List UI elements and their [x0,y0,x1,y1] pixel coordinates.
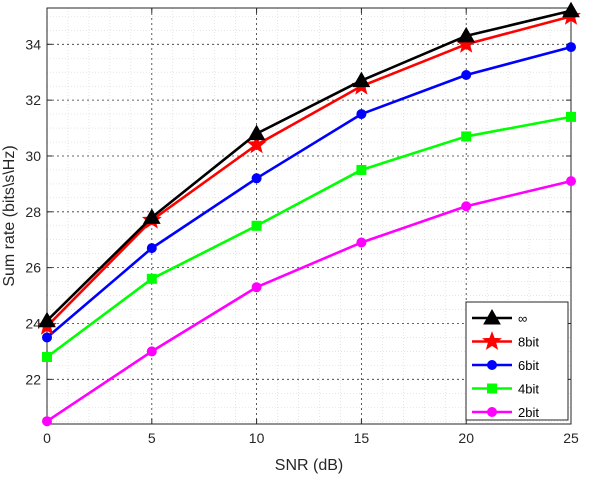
x-tick-label: 0 [43,430,51,446]
legend-item: 2bit [472,405,539,420]
series-4-line [46,115,572,359]
legend-label: 8bit [518,335,539,350]
series-3-point [566,42,576,53]
x-axis-label: SNR (dB) [275,457,343,474]
legend-marker [487,360,497,370]
x-tick-label: 25 [563,430,579,446]
legend-item: 8bit [472,331,539,350]
plot-frame [46,7,572,425]
y-tick-label: 30 [25,148,41,164]
series-5-point [461,201,472,212]
series-1-line [46,9,572,322]
y-tick-label: 26 [25,260,41,276]
series-5-point [42,416,52,427]
legend-box [465,301,569,421]
legend-item: 6bit [472,358,539,373]
legend-marker [482,331,502,350]
legend-item: 4bit [472,382,539,397]
series-3-point [461,70,472,81]
x-tick-label: 5 [148,430,156,446]
series-4-point [146,273,157,284]
y-tick-label: 22 [25,371,41,387]
legend-item: ∞ [472,308,527,326]
series-3-point [146,243,157,254]
series-3-point [42,332,52,343]
legend-label: 6bit [518,358,539,373]
series-4-point [566,111,576,122]
series-3-point [356,109,367,120]
y-tick-label: 24 [25,315,41,331]
legend-label: ∞ [518,311,527,326]
series-4 [42,111,576,362]
y-tick-label: 32 [25,92,41,108]
series-3 [42,42,576,343]
x-tick-label: 10 [249,430,265,446]
series-5-point [251,282,262,293]
series-1-point [38,311,56,328]
legend-label: 2bit [518,405,539,420]
series-1-point [562,1,580,18]
series-1-point [142,208,161,224]
legend: ∞ 8bit 6bit 4bit 2bit [465,301,569,421]
series-2 [37,5,581,335]
series-1-point [247,124,266,141]
grid-layer [46,8,572,424]
series-5-line [46,179,572,423]
legend-marker [487,383,497,394]
series-1 [38,1,580,328]
series-4-point [42,351,52,362]
series-1-point [352,71,371,88]
legend-marker [487,407,497,417]
series-4-point [356,164,367,175]
x-tick-label: 20 [458,430,474,446]
y-axis-label: Sum rate (bits\s\Hz) [1,145,18,286]
series-layer [37,1,581,427]
series-5-point [566,176,576,187]
series-5-point [356,237,367,248]
series-3-point [251,173,262,184]
series-3-line [46,45,572,339]
y-tick-label: 34 [25,36,41,52]
x-tick-label: 15 [354,430,370,446]
series-5-point [146,346,157,357]
y-tick-label: 28 [25,204,41,220]
series-2-line [46,15,572,328]
series-2-point [246,134,267,154]
legend-marker [483,308,501,325]
series-4-point [461,131,472,142]
legend-label: 4bit [518,382,539,397]
series-5 [42,176,576,427]
series-1-point [457,26,476,43]
series-4-point [251,220,262,231]
